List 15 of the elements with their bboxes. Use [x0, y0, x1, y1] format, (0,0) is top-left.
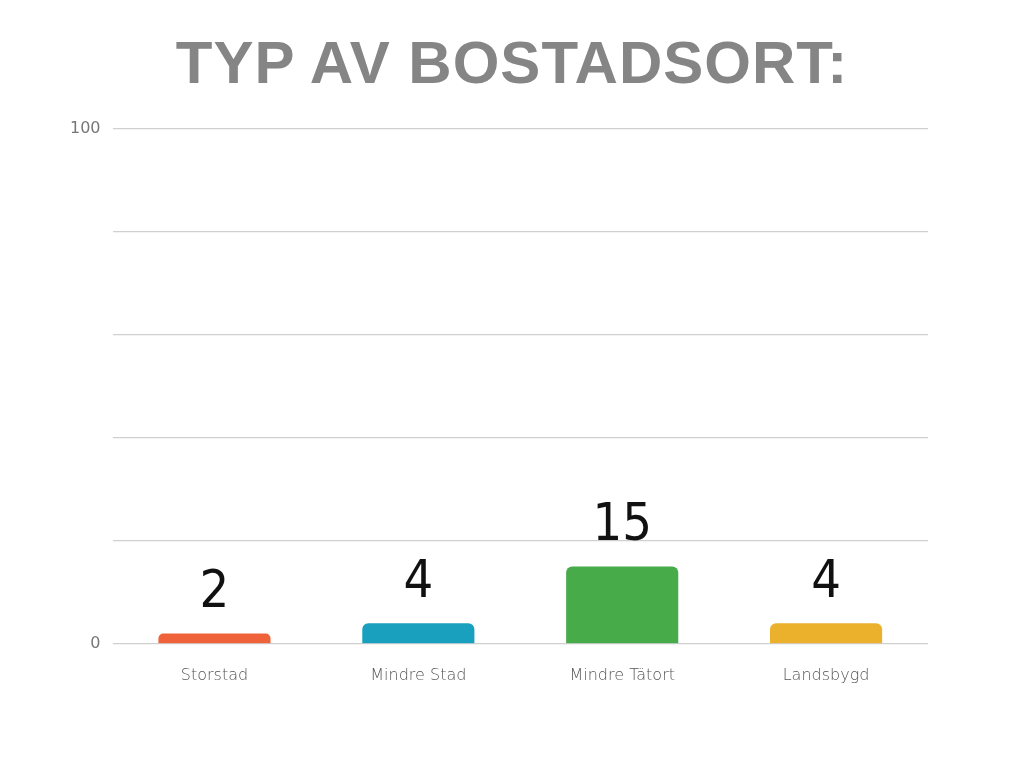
- x-tick-label: Landsbygd: [782, 664, 870, 684]
- bar: [362, 623, 475, 644]
- y-tick-label: 0: [90, 632, 101, 652]
- data-label: 4: [403, 548, 434, 609]
- data-label: 4: [811, 548, 841, 609]
- bar: [770, 623, 883, 644]
- bar: [158, 633, 271, 644]
- bar: [566, 566, 679, 644]
- x-tick-label: Storstad: [180, 664, 249, 684]
- x-tick-label: Mindre Tätort: [569, 664, 675, 684]
- data-label: 15: [592, 492, 652, 553]
- chart-title: TYP AV BOSTADSORT:: [174, 28, 850, 97]
- x-tick-label: Mindre Stad: [370, 664, 467, 684]
- data-label: 2: [199, 559, 230, 620]
- y-tick-label: 100: [69, 117, 101, 137]
